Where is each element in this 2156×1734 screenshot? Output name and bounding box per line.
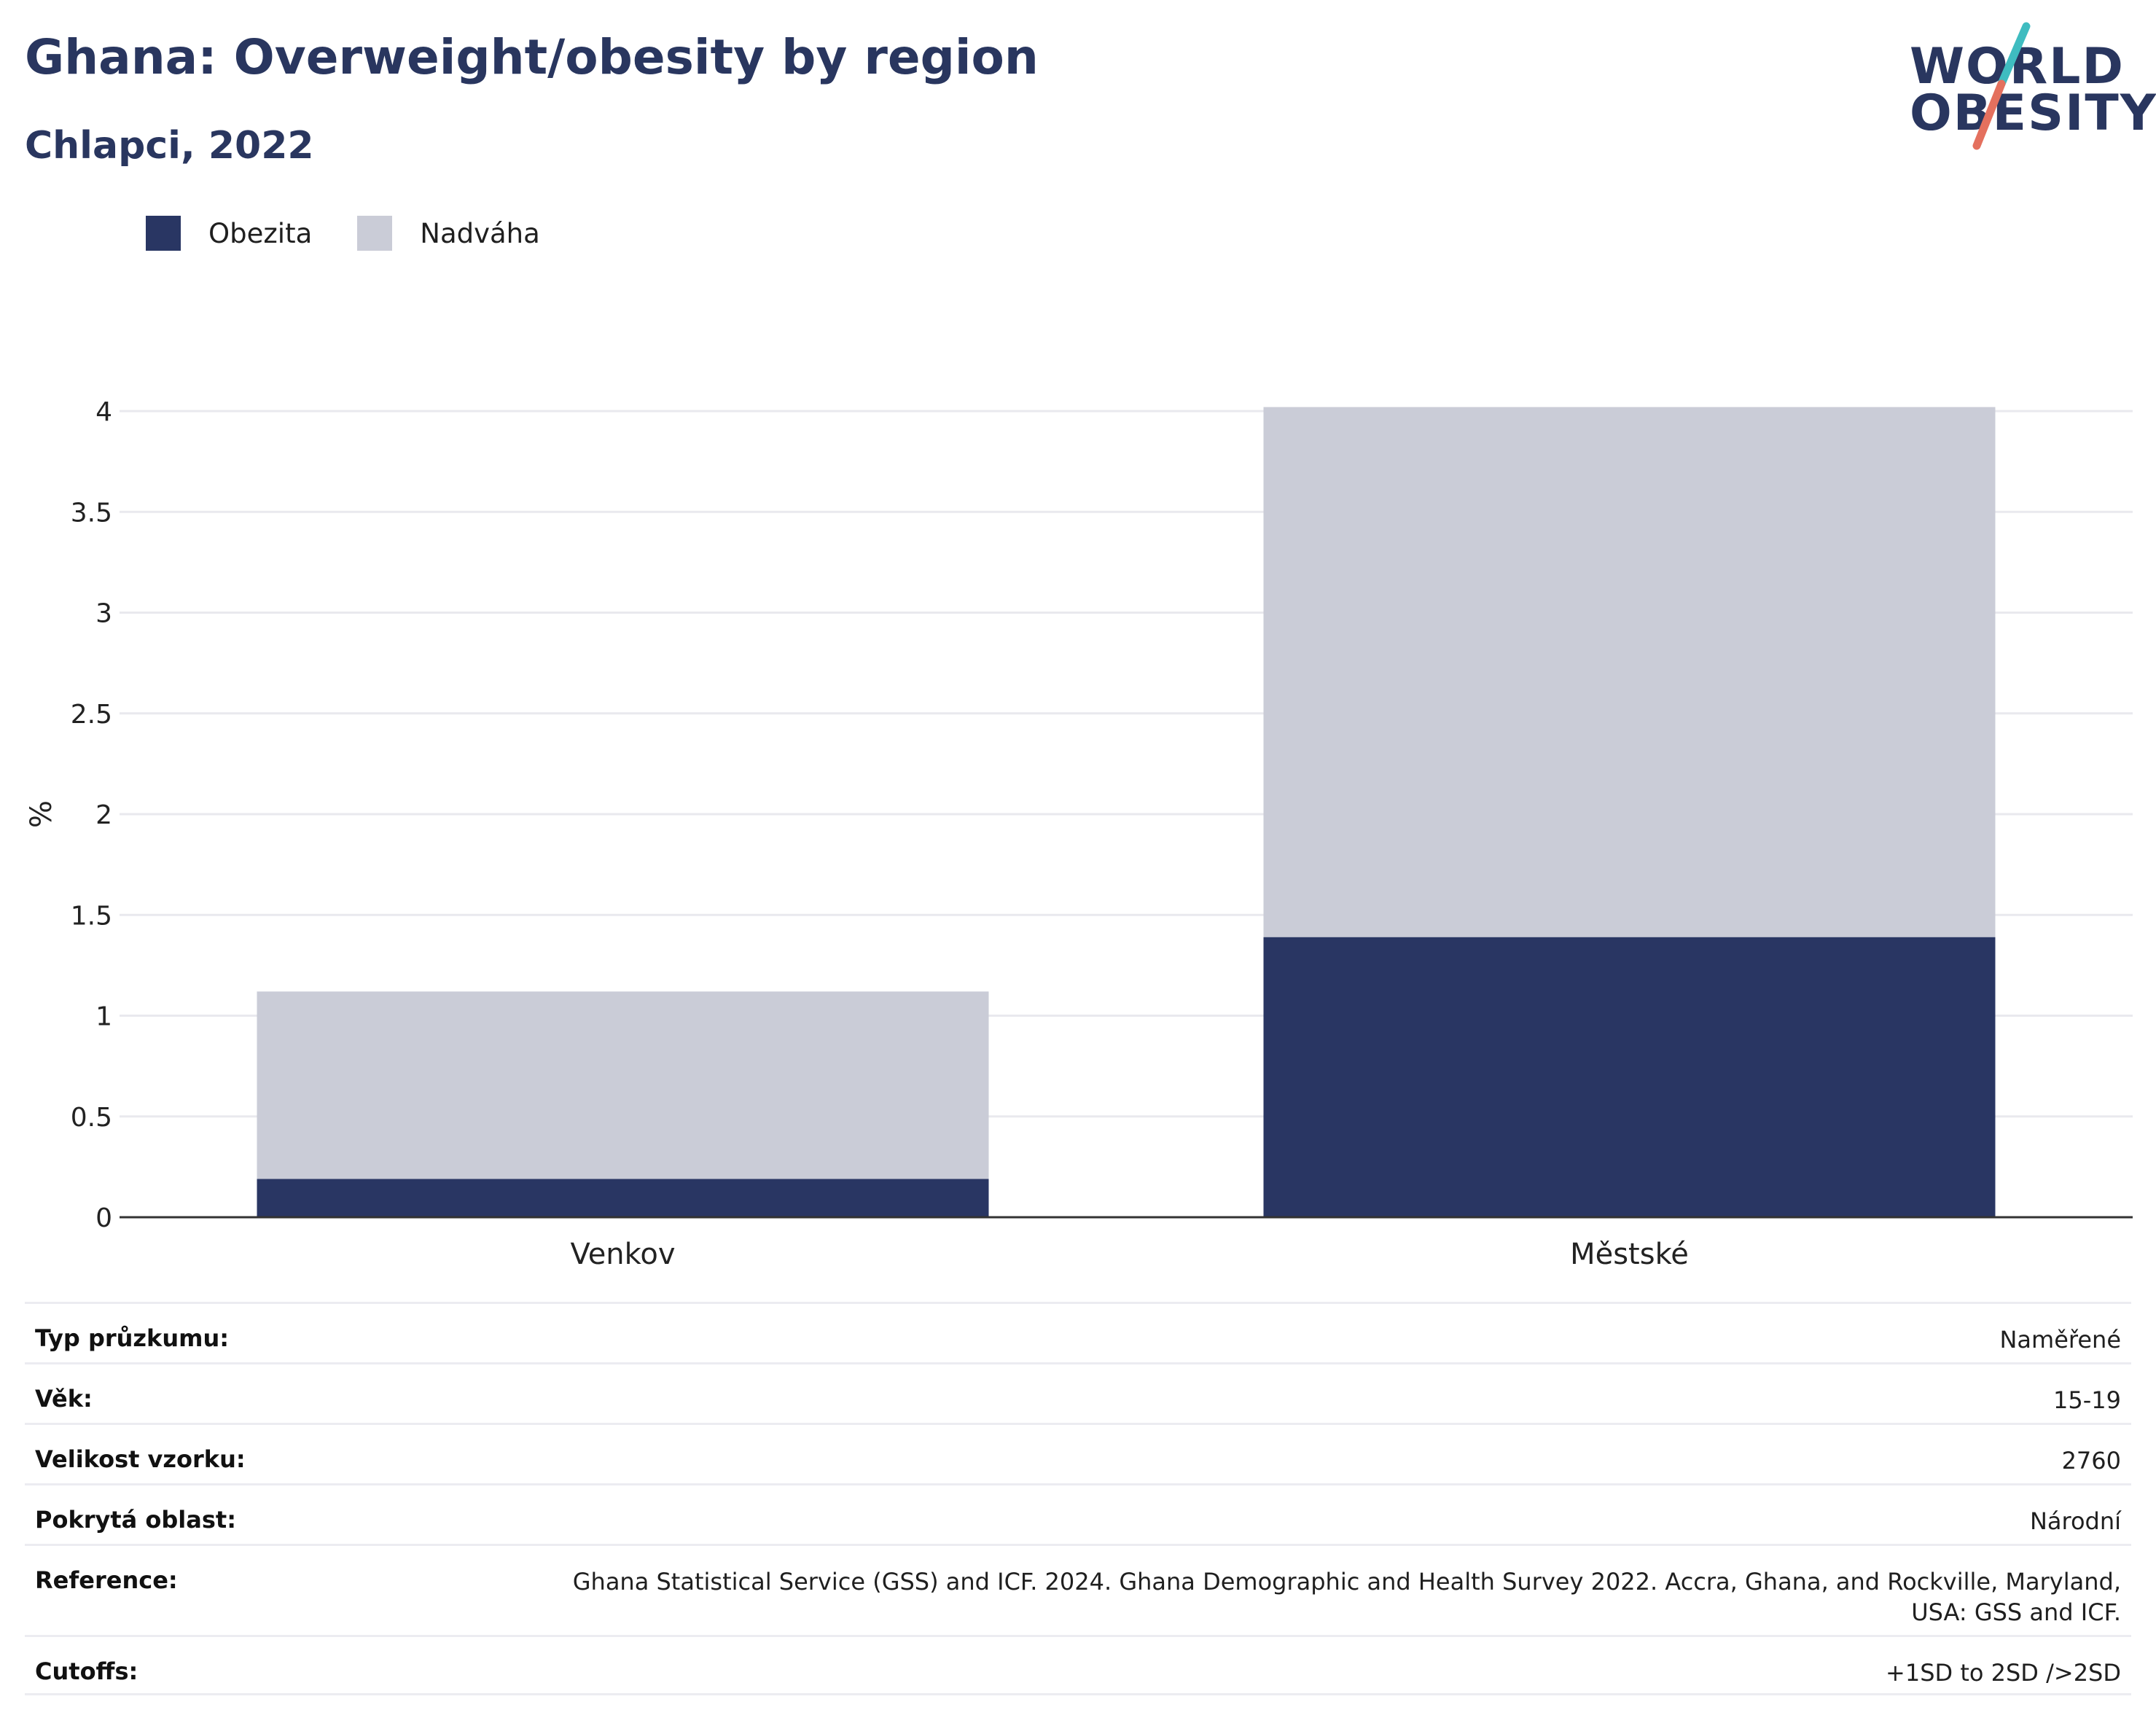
info-label: Reference:	[35, 1566, 178, 1594]
y-tick-label: 4	[95, 397, 112, 427]
bar-overweight-venkov	[257, 991, 989, 1179]
info-label: Cutoffs:	[35, 1657, 138, 1685]
y-tick-label: 1.5	[71, 901, 112, 931]
world-obesity-logo: WORLD OBESITY	[1895, 22, 2156, 153]
x-tick-label: Venkov	[570, 1238, 675, 1268]
stacked-bar-chart: 0 0.5 1 1.5 2 2.5 3 3.5 4% Venkov Městské	[25, 397, 2133, 1268]
legend-label-obesity: Obezita	[208, 217, 313, 249]
info-label: Věk:	[35, 1385, 93, 1413]
y-tick-label: 1	[95, 1002, 112, 1032]
info-label: Pokrytá oblast:	[35, 1506, 236, 1534]
info-value: Ghana Statistical Service (GSS) and ICF.…	[572, 1568, 2121, 1626]
y-tick-label: 3.5	[71, 498, 112, 528]
info-label: Velikost vzorku:	[35, 1445, 246, 1473]
info-row-age: Věk: 15-19	[25, 1362, 2131, 1423]
y-tick-label: 2.5	[71, 700, 112, 730]
info-label: Typ průzkumu:	[35, 1324, 230, 1352]
y-axis-title: %	[25, 800, 58, 828]
logo-slash-icon	[1972, 22, 2031, 150]
info-value: 2760	[2061, 1447, 2121, 1475]
y-tick-label: 0.5	[71, 1103, 112, 1133]
y-tick-label: 0	[95, 1203, 112, 1233]
info-value: Naměřené	[1999, 1326, 2121, 1354]
x-tick-label: Městské	[1570, 1238, 1689, 1268]
logo-text-line2: OBESITY	[1910, 85, 2156, 142]
info-row-survey-type: Typ průzkumu: Naměřené	[25, 1302, 2131, 1362]
y-tick-label: 3	[95, 599, 112, 629]
legend-swatch-overweight	[357, 216, 393, 251]
legend-item-obesity[interactable]: Obezita	[146, 216, 312, 251]
y-tick-label: 2	[95, 800, 112, 830]
chart-title: Ghana: Overweight/obesity by region	[25, 29, 1039, 85]
survey-info-table: Typ průzkumu: Naměřené Věk: 15-19 Veliko…	[25, 1302, 2131, 1695]
info-value: 15-19	[2053, 1386, 2121, 1414]
info-value: +1SD to 2SD />2SD	[1886, 1659, 2121, 1687]
bar-obesity-mestske	[1263, 937, 1996, 1217]
legend-item-overweight[interactable]: Nadváha	[357, 216, 540, 251]
bar-obesity-venkov	[257, 1179, 989, 1217]
legend-swatch-obesity	[146, 216, 181, 251]
info-row-sample-size: Velikost vzorku: 2760	[25, 1423, 2131, 1483]
chart-subtitle: Chlapci, 2022	[25, 124, 314, 168]
info-row-reference: Reference: Ghana Statistical Service (GS…	[25, 1544, 2131, 1635]
legend-label-overweight: Nadváha	[420, 217, 540, 249]
bar-overweight-mestske	[1263, 407, 1996, 937]
info-row-area-covered: Pokrytá oblast: Národní	[25, 1483, 2131, 1544]
info-row-cutoffs: Cutoffs: +1SD to 2SD />2SD	[25, 1635, 2131, 1695]
chart-legend: Obezita Nadváha	[146, 216, 585, 251]
info-value: Národní	[2029, 1507, 2121, 1535]
